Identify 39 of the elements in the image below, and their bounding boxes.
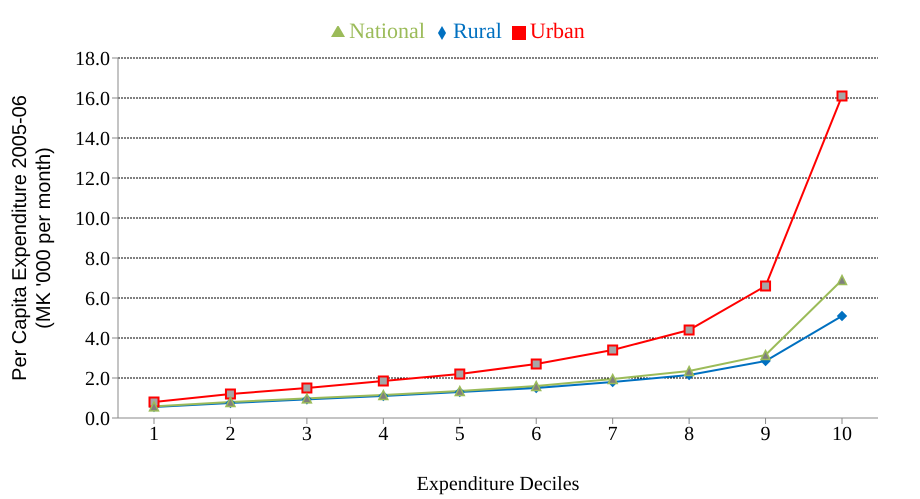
y-tick-label: 18.0 (75, 48, 110, 70)
x-tick-label: 5 (454, 423, 465, 446)
y-axis-title: Per Capita Expenditure 2005-06 (MK '000 per month) (9, 95, 55, 381)
x-tick-label: 4 (378, 423, 388, 446)
point (760, 350, 771, 360)
x-tick-label: 1 (149, 423, 159, 446)
point (837, 311, 847, 321)
y-tick-label: 12.0 (75, 168, 110, 190)
y-tick-label: 6.0 (85, 288, 110, 310)
point (454, 368, 466, 380)
y-tick-label: 8.0 (85, 248, 110, 270)
x-tick-label: 10 (832, 423, 852, 446)
x-tick-label: 9 (760, 423, 771, 446)
point (684, 366, 694, 376)
x-tick-label: 7 (608, 423, 618, 446)
y-tick-label: 14.0 (75, 128, 110, 150)
legend-label: Urban (530, 18, 585, 43)
x-tick-label: 8 (684, 423, 694, 446)
point (607, 374, 618, 384)
point (836, 274, 848, 286)
y-tick-label: 16.0 (75, 88, 110, 110)
legend-label: Rural (452, 18, 502, 43)
y-tick-label: 2.0 (85, 368, 110, 390)
y-tick-label: 10.0 (75, 208, 110, 230)
point (224, 388, 236, 400)
x-axis-title: Expenditure Deciles (416, 473, 580, 495)
point (684, 324, 695, 336)
point (760, 280, 772, 292)
point (607, 344, 618, 356)
y-tick-label: 0.0 (85, 408, 110, 430)
point (530, 358, 542, 370)
y-tick-label: 4.0 (85, 328, 110, 350)
x-tick-label: 2 (225, 423, 236, 446)
point (301, 382, 312, 394)
point (378, 376, 389, 386)
point (836, 90, 848, 102)
legend-label: National (349, 18, 425, 43)
x-tick-label: 6 (531, 423, 542, 446)
x-tick-label: 3 (302, 423, 312, 446)
